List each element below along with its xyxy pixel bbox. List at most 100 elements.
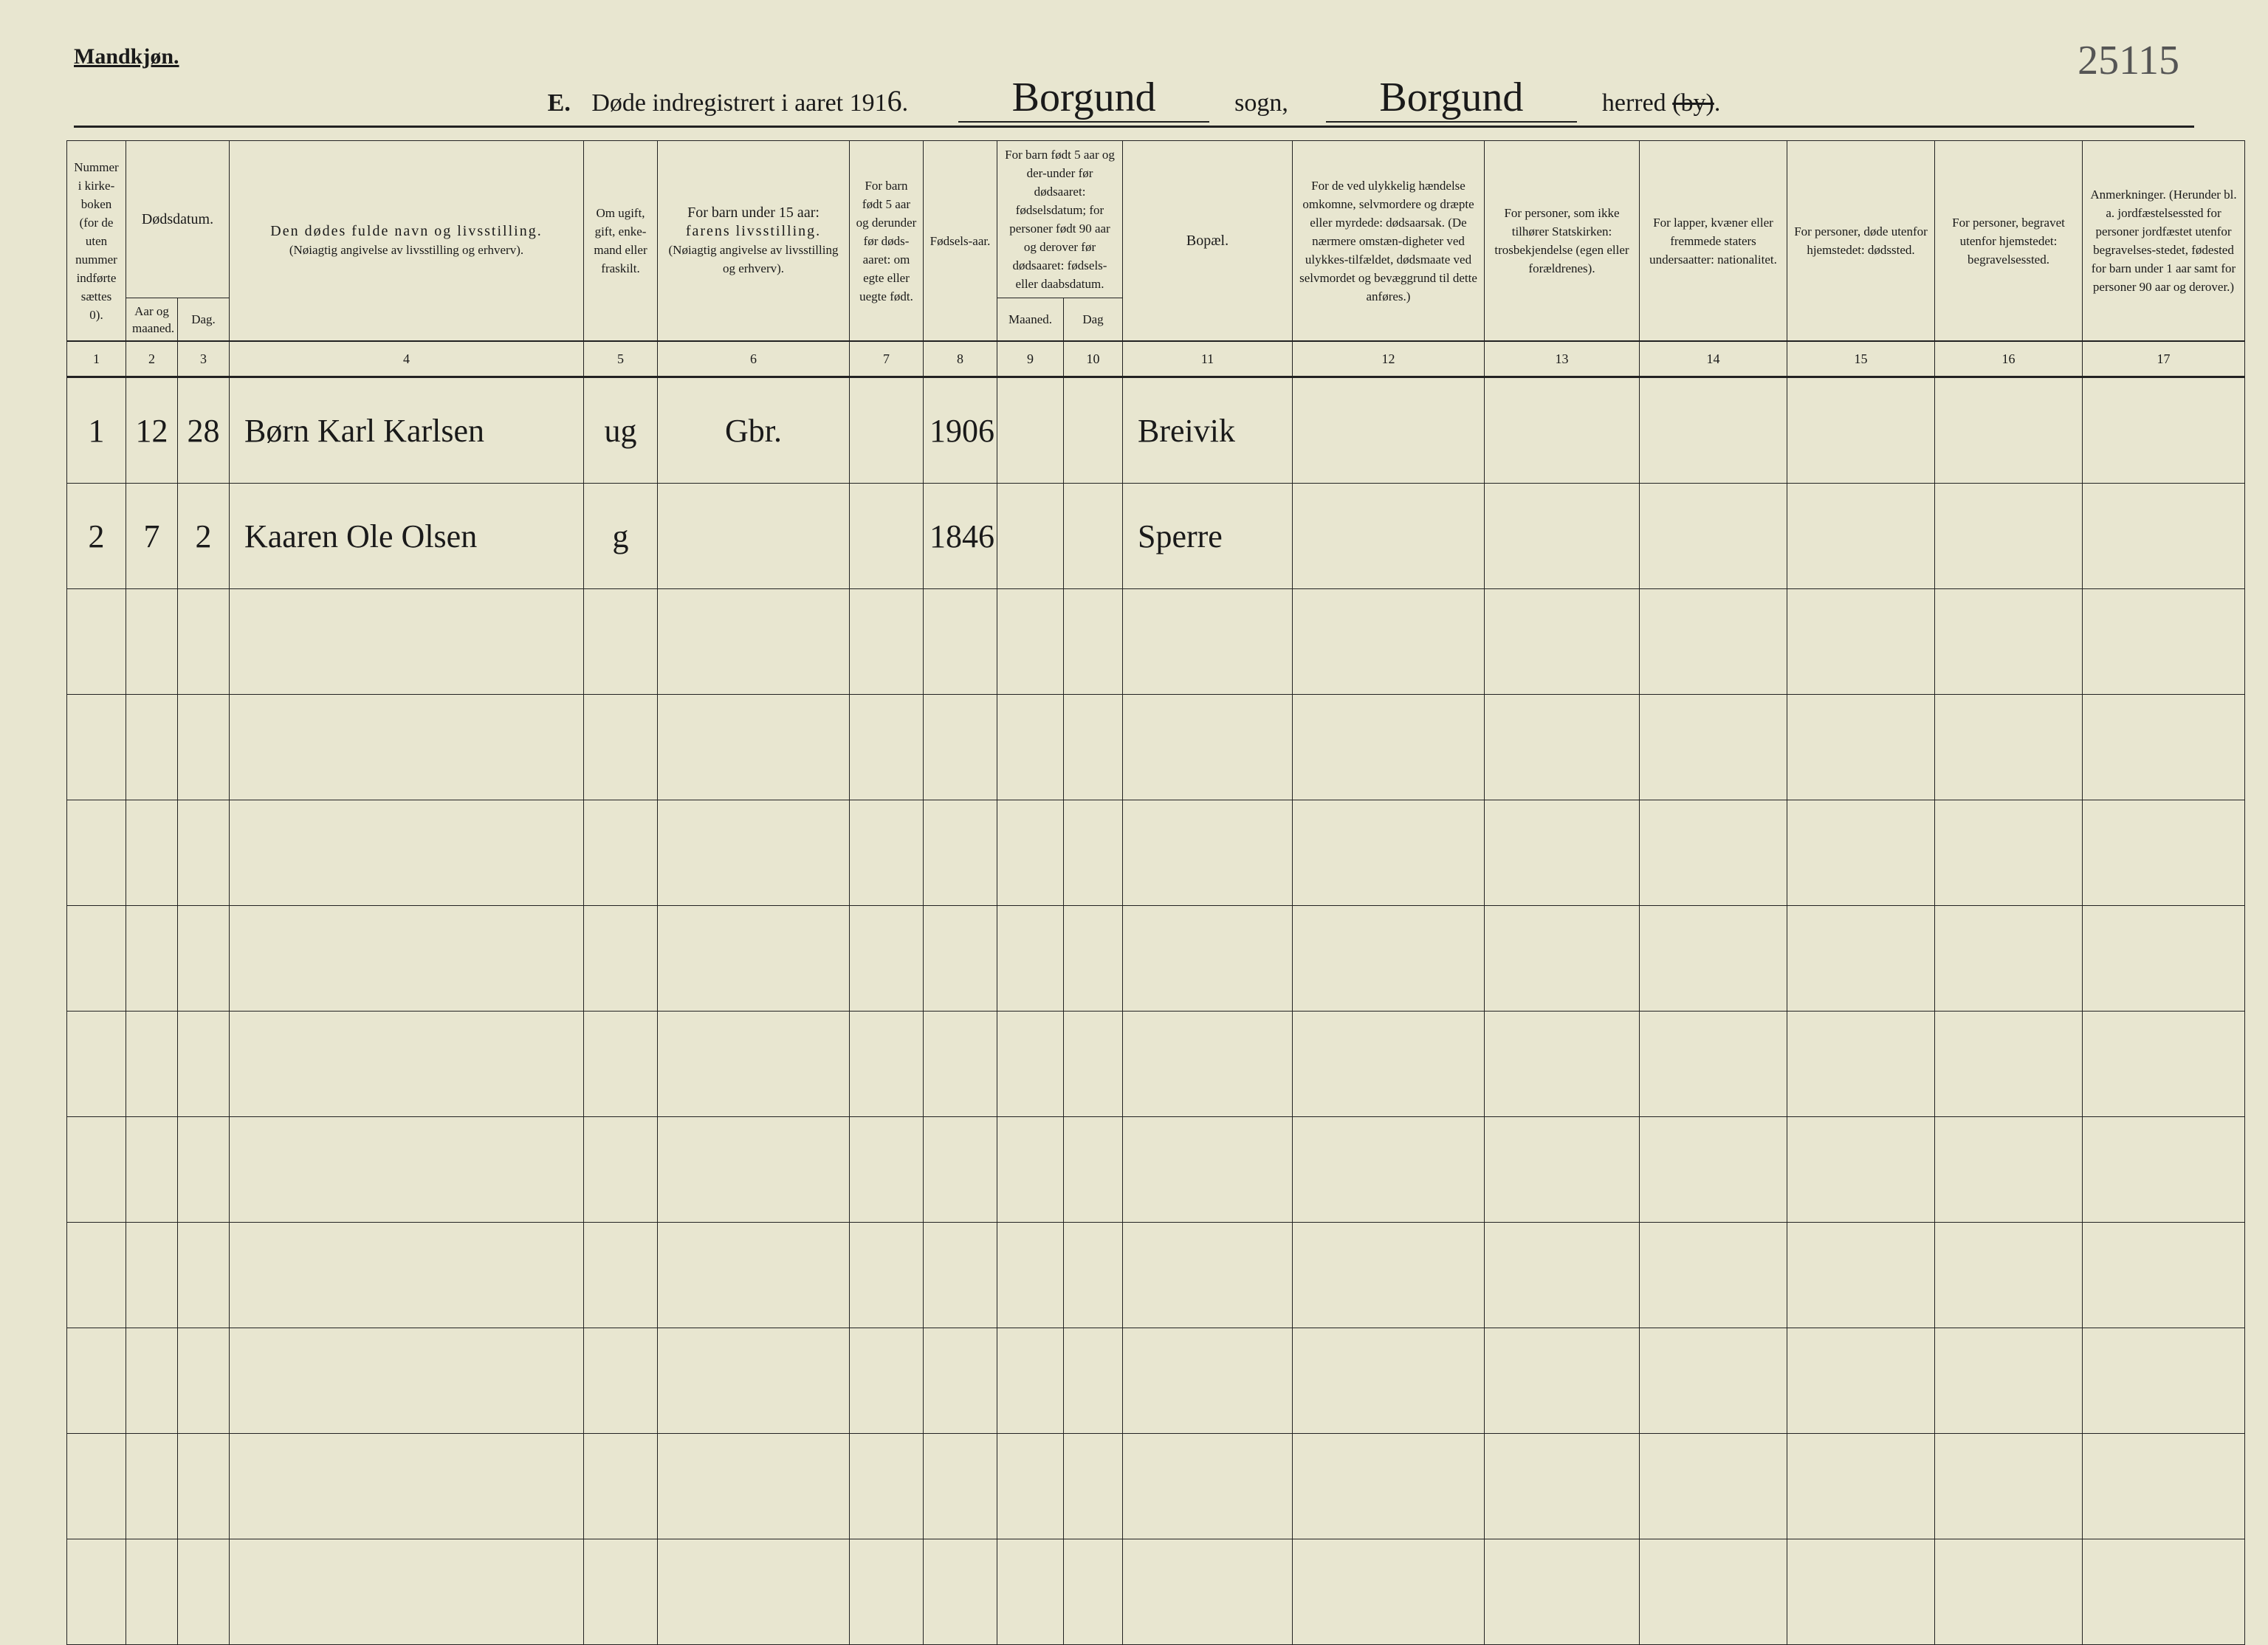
- empty-cell: [1293, 695, 1485, 800]
- empty-cell: [1640, 1328, 1787, 1434]
- colnum: 13: [1485, 341, 1640, 377]
- empty-cell: [230, 589, 584, 695]
- empty-cell: [67, 906, 126, 1012]
- cell-c15: [1787, 377, 1935, 484]
- empty-cell: [658, 1223, 850, 1328]
- empty-cell: [924, 1117, 997, 1223]
- empty-cell: [178, 1539, 230, 1645]
- table-row-empty: [67, 695, 2245, 800]
- empty-cell: [1123, 1012, 1293, 1117]
- empty-cell: [1640, 1223, 1787, 1328]
- empty-cell: [2083, 589, 2245, 695]
- empty-cell: [997, 1223, 1064, 1328]
- empty-cell: [230, 695, 584, 800]
- colnum: 10: [1064, 341, 1123, 377]
- empty-cell: [67, 1012, 126, 1117]
- empty-cell: [997, 1012, 1064, 1117]
- cell-c7: [850, 484, 924, 589]
- empty-cell: [1123, 906, 1293, 1012]
- cell-dag: 2: [178, 484, 230, 589]
- table-row-empty: [67, 1117, 2245, 1223]
- empty-cell: [658, 1434, 850, 1539]
- empty-cell: [997, 1539, 1064, 1645]
- empty-cell: [584, 1328, 658, 1434]
- empty-cell: [850, 1434, 924, 1539]
- empty-cell: [1787, 1434, 1935, 1539]
- empty-cell: [658, 1328, 850, 1434]
- empty-cell: [1485, 589, 1640, 695]
- cell-fodselsaar: 1906: [924, 377, 997, 484]
- empty-cell: [924, 695, 997, 800]
- empty-cell: [1787, 906, 1935, 1012]
- table-row-empty: [67, 1223, 2245, 1328]
- empty-cell: [2083, 695, 2245, 800]
- colnum: 15: [1787, 341, 1935, 377]
- empty-cell: [1640, 695, 1787, 800]
- empty-cell: [1485, 1012, 1640, 1117]
- col-10-header: Dag: [1064, 298, 1123, 342]
- empty-cell: [1064, 1117, 1123, 1223]
- cell-faren: Gbr.: [658, 377, 850, 484]
- title-period: .: [902, 89, 909, 117]
- empty-cell: [1787, 1328, 1935, 1434]
- empty-cell: [178, 1012, 230, 1117]
- empty-cell: [584, 1223, 658, 1328]
- empty-cell: [67, 1117, 126, 1223]
- table-row-empty: [67, 589, 2245, 695]
- cell-c9: [997, 484, 1064, 589]
- col-14-header: For lapper, kvæner eller fremmede stater…: [1640, 141, 1787, 342]
- empty-cell: [126, 800, 178, 906]
- colnum: 17: [2083, 341, 2245, 377]
- empty-cell: [584, 1012, 658, 1117]
- cell-dag: 28: [178, 377, 230, 484]
- empty-cell: [126, 906, 178, 1012]
- empty-cell: [230, 1539, 584, 1645]
- empty-cell: [1787, 1012, 1935, 1117]
- empty-cell: [924, 1328, 997, 1434]
- cell-c16: [1935, 484, 2083, 589]
- empty-cell: [1935, 1117, 2083, 1223]
- empty-cell: [584, 695, 658, 800]
- herred-label-pre: herred: [1602, 89, 1666, 117]
- cell-aar_maaned: 12: [126, 377, 178, 484]
- empty-cell: [1293, 589, 1485, 695]
- empty-cell: [1293, 1117, 1485, 1223]
- empty-cell: [67, 1223, 126, 1328]
- col-16-header: For personer, begravet utenfor hjemstede…: [1935, 141, 2083, 342]
- ledger-page: Mandkjøn. 25115 E. Døde indregistrert i …: [0, 0, 2268, 1472]
- empty-cell: [1485, 1328, 1640, 1434]
- cell-c7: [850, 377, 924, 484]
- empty-cell: [1935, 1539, 2083, 1645]
- empty-cell: [850, 1223, 924, 1328]
- cell-c9: [997, 377, 1064, 484]
- empty-cell: [67, 1539, 126, 1645]
- empty-cell: [1123, 800, 1293, 906]
- empty-cell: [126, 1117, 178, 1223]
- col-11-header: Bopæl.: [1123, 141, 1293, 342]
- empty-cell: [1064, 906, 1123, 1012]
- section-letter: E.: [548, 89, 571, 117]
- empty-cell: [1293, 1012, 1485, 1117]
- empty-cell: [1640, 1434, 1787, 1539]
- ledger-table: Nummer i kirke-boken (for de uten nummer…: [66, 140, 2245, 1645]
- empty-cell: [997, 800, 1064, 906]
- empty-cell: [1123, 589, 1293, 695]
- col-15-header: For personer, døde utenfor hjemstedet: d…: [1787, 141, 1935, 342]
- table-row: 11228Børn Karl KarlsenugGbr.1906Breivik: [67, 377, 2245, 484]
- empty-cell: [1935, 800, 2083, 906]
- empty-cell: [1640, 906, 1787, 1012]
- empty-cell: [1485, 1539, 1640, 1645]
- top-rule: [74, 126, 2194, 128]
- empty-cell: [178, 695, 230, 800]
- col-4-header: Den dødes fulde navn og livsstilling. (N…: [230, 141, 584, 342]
- colnum: 14: [1640, 341, 1787, 377]
- empty-cell: [67, 1328, 126, 1434]
- empty-cell: [1787, 1223, 1935, 1328]
- empty-cell: [67, 589, 126, 695]
- empty-cell: [924, 589, 997, 695]
- empty-cell: [1787, 1539, 1935, 1645]
- empty-cell: [658, 1117, 850, 1223]
- empty-cell: [584, 1539, 658, 1645]
- empty-cell: [67, 1434, 126, 1539]
- empty-cell: [1064, 1223, 1123, 1328]
